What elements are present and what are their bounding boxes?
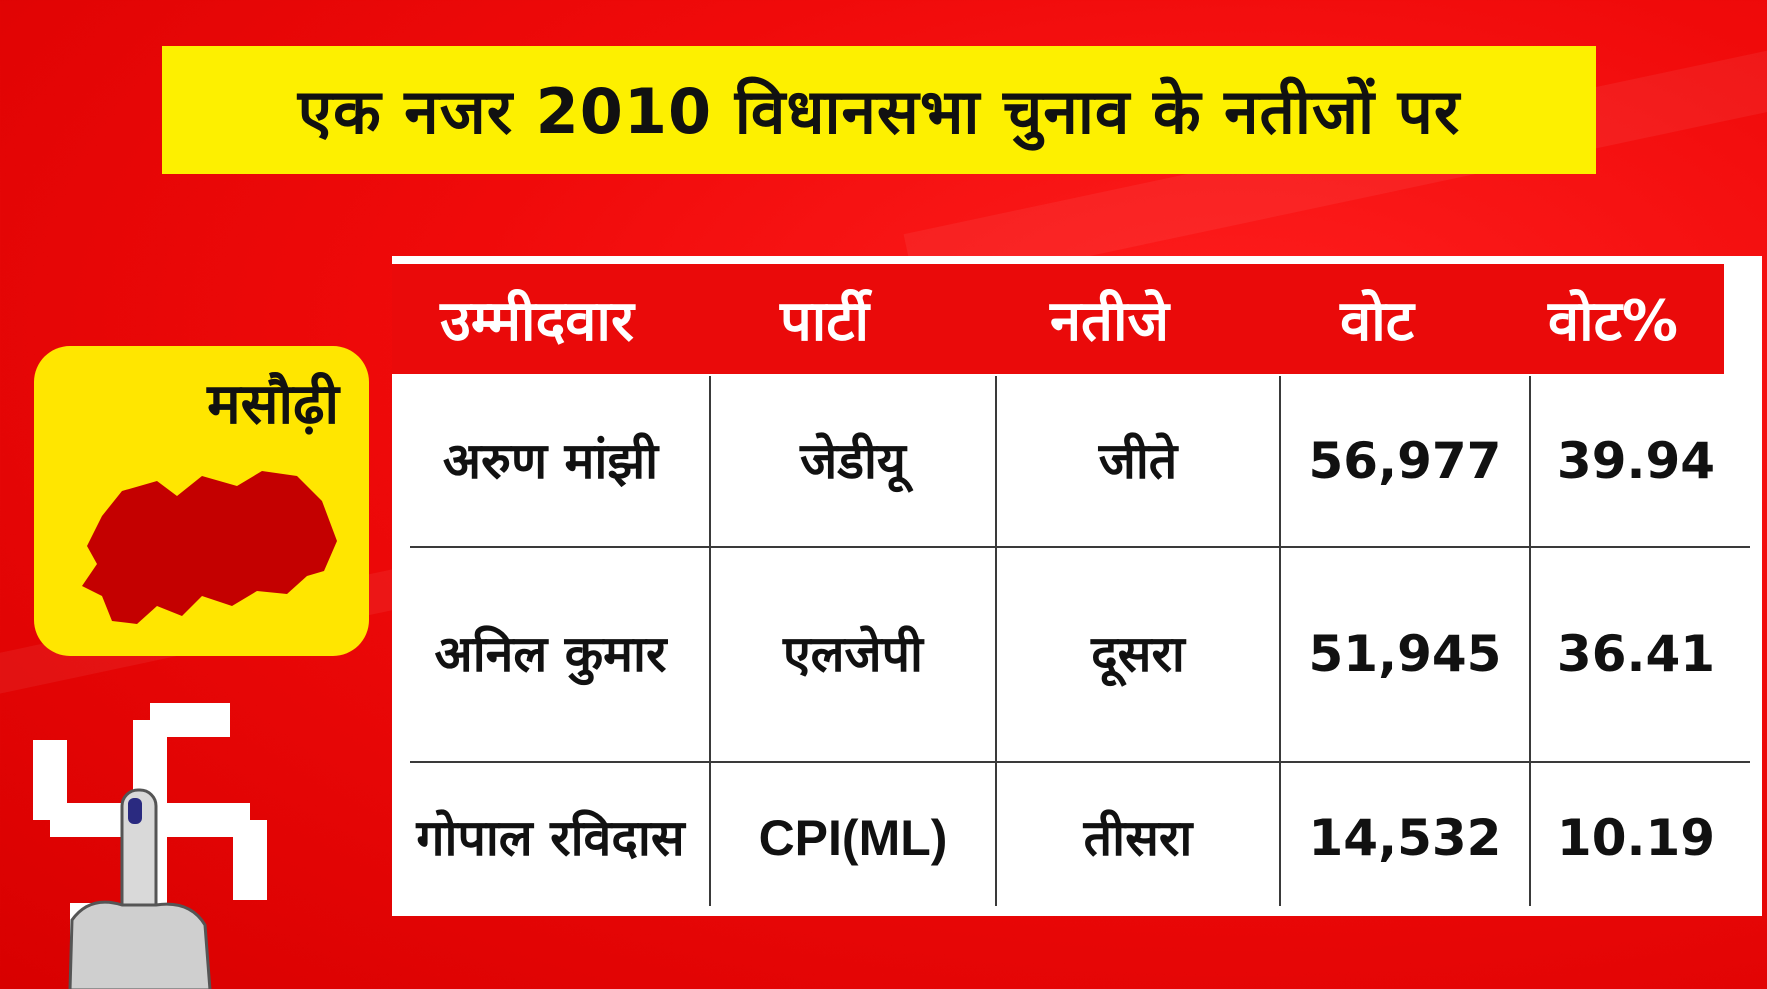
- header-votes: वोट: [1340, 289, 1414, 354]
- row-divider: [410, 546, 1750, 548]
- results-table: उम्मीदवार पार्टी नतीजे वोट वोट% अरुण मां…: [392, 256, 1762, 916]
- headline-text: एक नजर 2010 विधानसभा चुनाव के नतीजों पर: [297, 75, 1461, 148]
- column-divider: [1529, 376, 1531, 906]
- cell-result: जीते: [1098, 431, 1178, 490]
- header-result: नतीजे: [1049, 289, 1170, 354]
- cell-party: CPI(ML): [758, 809, 948, 866]
- cell-votes: 51,945: [1308, 625, 1502, 684]
- cell-result: दूसरा: [1091, 625, 1185, 684]
- headline-banner: एक नजर 2010 विधानसभा चुनाव के नतीजों पर: [162, 46, 1596, 174]
- cell-candidate: गोपाल रविदास: [416, 808, 685, 867]
- cell-vote-percent: 36.41: [1556, 625, 1716, 684]
- election-swastika-symbol: [33, 703, 267, 989]
- cell-vote-percent: 39.94: [1556, 431, 1716, 490]
- cell-votes: 56,977: [1308, 431, 1502, 490]
- table-header-row: उम्मीदवार पार्टी नतीजे वोट वोट%: [392, 264, 1724, 374]
- cell-candidate: अनिल कुमार: [434, 625, 667, 684]
- column-divider: [709, 376, 711, 906]
- constituency-card: मसौढ़ी: [34, 346, 369, 656]
- cell-vote-percent: 10.19: [1556, 808, 1716, 867]
- cell-party: जेडीयू: [800, 431, 906, 490]
- constituency-map-icon: [82, 471, 337, 624]
- header-vote-percent: वोट%: [1548, 289, 1678, 354]
- cell-party: एलजेपी: [783, 625, 923, 684]
- cell-votes: 14,532: [1308, 808, 1502, 867]
- cell-candidate: अरुण मांझी: [442, 431, 659, 490]
- column-divider: [1279, 376, 1281, 906]
- voting-finger-icon: [68, 788, 212, 989]
- column-divider: [995, 376, 997, 906]
- constituency-name: मसौढ़ी: [207, 372, 339, 437]
- header-party: पार्टी: [779, 289, 870, 354]
- cell-result: तीसरा: [1083, 808, 1193, 867]
- row-divider: [410, 761, 1750, 763]
- header-candidate: उम्मीदवार: [440, 289, 634, 354]
